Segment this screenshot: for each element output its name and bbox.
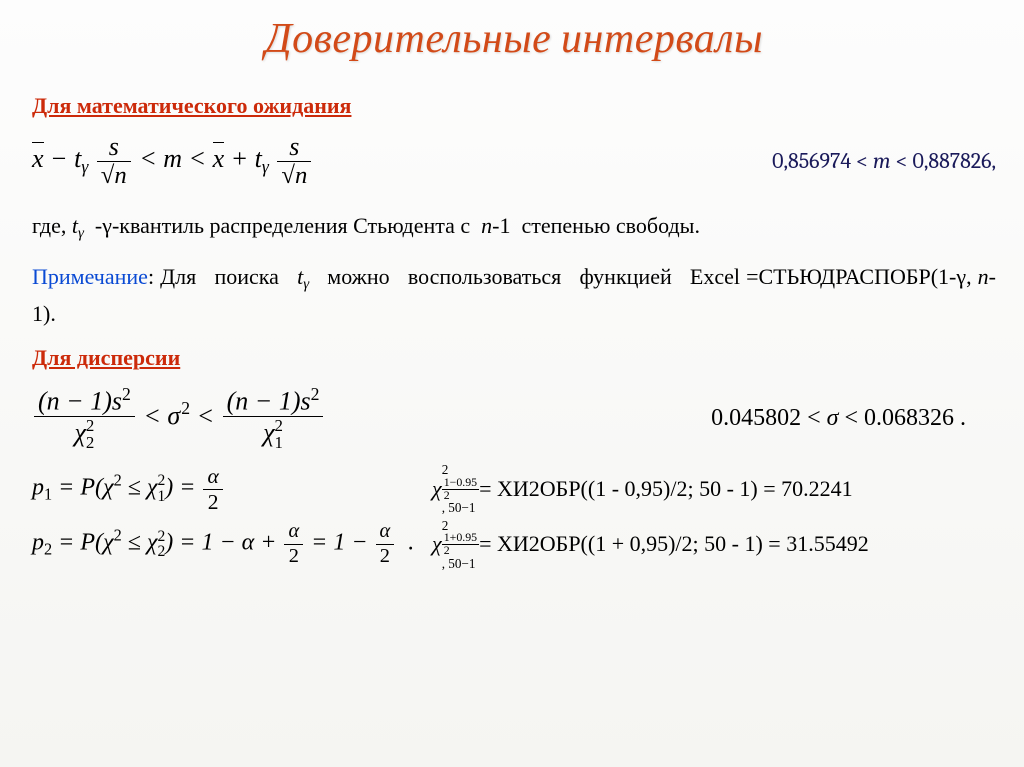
den-sqrtn-2: √n xyxy=(277,162,311,189)
mean-formula: x − tγ s √n < m < x + tγ s √n xyxy=(32,133,313,189)
frac-s-sqrtn-1: s √n xyxy=(97,133,131,189)
where-rest: -γ-квантиль распределения Стьюдента с n-… xyxy=(84,213,700,238)
t-letter-2: t xyxy=(255,144,262,173)
den-sqrtn-1: √n xyxy=(97,162,131,189)
xbar-1: x xyxy=(32,142,44,174)
xbar-2: x xyxy=(213,142,225,174)
plus-1: + xyxy=(224,144,255,173)
num-s-1: s xyxy=(97,133,131,162)
note-text: Примечание: Для поиска tγ можно воспольз… xyxy=(32,260,996,331)
chi2-result: χ21+0.952, 50−1 = ХИ2ОБР((1 + 0,95)/2; 5… xyxy=(432,519,869,570)
t-gamma-inline: tγ xyxy=(72,213,84,238)
p2-row: p2 = P(χ2 ≤ χ22) = 1 − α + α2 = 1 − α2 .… xyxy=(32,519,996,570)
section-heading-variance: Для дисперсии xyxy=(32,345,996,371)
t-sub-1: γ xyxy=(81,156,88,176)
note-colon: : xyxy=(148,264,160,289)
minus-1: − xyxy=(44,144,75,173)
t-1: tγ xyxy=(74,144,88,173)
t-2: tγ xyxy=(255,144,269,173)
var-den-right: χ21 xyxy=(223,417,324,452)
section-heading-mean: Для математического ожидания xyxy=(32,93,996,119)
p2-formula: p2 = P(χ2 ≤ χ22) = 1 − α + α2 = 1 − α2 . xyxy=(32,521,432,567)
lt-2: < xyxy=(182,144,213,173)
where-prefix: где, xyxy=(32,213,72,238)
variance-numeric-result: 0.045802 < σ < 0.068326 . xyxy=(514,405,996,432)
var-num-right: (n − 1)s2 xyxy=(223,385,324,417)
m-var: m xyxy=(163,144,182,173)
p1-formula: p1 = P(χ2 ≤ χ21) = α2 xyxy=(32,465,432,513)
mean-formula-row: x − tγ s √n < m < x + tγ s √n 0,856974 <… xyxy=(32,133,996,189)
t-sub-2: γ xyxy=(262,156,269,176)
var-frac-right: (n − 1)s2 χ21 xyxy=(223,385,324,452)
where-text: где, tγ -γ-квантиль распределения Стьюде… xyxy=(32,209,996,246)
var-frac-left: (n − 1)s2 χ22 xyxy=(34,385,135,452)
slide-container: Доверительные интервалы Для математическ… xyxy=(0,0,1024,594)
lt-v1: < xyxy=(143,401,167,430)
lt-1: < xyxy=(139,144,163,173)
frac-s-sqrtn-2: s √n xyxy=(277,133,311,189)
slide-title: Доверительные интервалы xyxy=(32,14,996,63)
var-den-left: χ22 xyxy=(34,417,135,452)
sigma-sq: σ2 xyxy=(167,401,190,430)
chi1-result: χ21−0.952, 50−1 = ХИ2ОБР((1 - 0,95)/2; 5… xyxy=(432,463,853,514)
note-label: Примечание xyxy=(32,264,148,289)
chi1-text: = ХИ2ОБР((1 - 0,95)/2; 50 - 1) = 70.2241 xyxy=(479,476,853,502)
lt-v2: < xyxy=(197,401,221,430)
mean-numeric-result: 0,856974 < m < 0,887826, xyxy=(772,148,996,174)
chi2-text: = ХИ2ОБР((1 + 0,95)/2; 50 - 1) = 31.5549… xyxy=(479,531,869,557)
num-s-2: s xyxy=(277,133,311,162)
var-num-left: (n − 1)s2 xyxy=(34,385,135,417)
chi-rows: p1 = P(χ2 ≤ χ21) = α2 χ21−0.952, 50−1 = … xyxy=(32,463,996,569)
p1-row: p1 = P(χ2 ≤ χ21) = α2 χ21−0.952, 50−1 = … xyxy=(32,463,996,514)
variance-formula-row: (n − 1)s2 χ22 < σ2 < (n − 1)s2 χ21 0.045… xyxy=(32,385,996,452)
variance-formula: (n − 1)s2 χ22 < σ2 < (n − 1)s2 χ21 xyxy=(32,385,514,452)
